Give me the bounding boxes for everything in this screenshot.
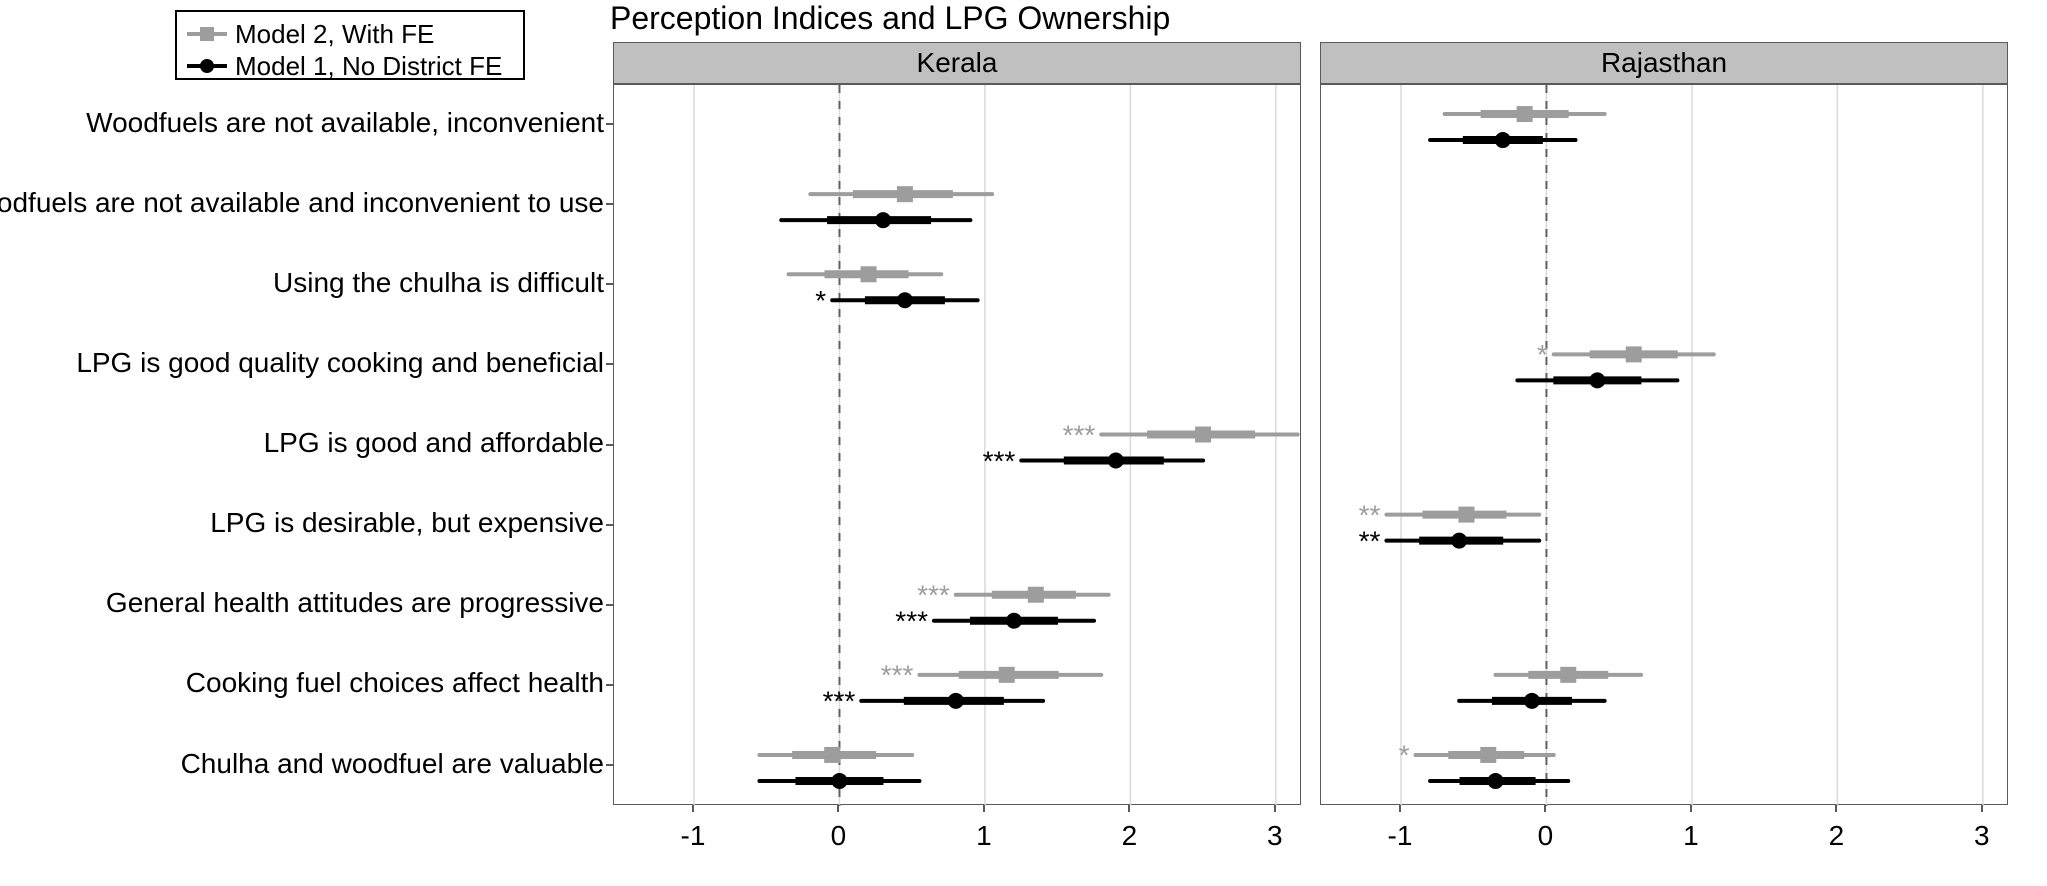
- point-square: [1458, 507, 1474, 523]
- point-square: [1195, 427, 1211, 443]
- circle-icon: [200, 59, 214, 73]
- y-tick-label: LPG is good quality cooking and benefici…: [76, 347, 604, 379]
- point-circle: [1006, 613, 1022, 629]
- point-square: [824, 747, 840, 763]
- y-tick-mark: [606, 444, 613, 446]
- y-tick-mark: [606, 283, 613, 285]
- legend-label: Model 2, With FE: [235, 19, 434, 50]
- legend-label: Model 1, No District FE: [235, 51, 502, 82]
- sig-label: ***: [881, 660, 914, 691]
- point-circle: [875, 212, 891, 228]
- y-tick-mark: [606, 764, 613, 766]
- legend-item: Model 2, With FE: [187, 18, 511, 50]
- y-tick-mark: [606, 203, 613, 205]
- x-tick-mark: [837, 805, 839, 812]
- y-tick-label: LPG is desirable, but expensive: [210, 507, 604, 539]
- sig-label: ***: [895, 606, 928, 637]
- panel-rajasthan-svg: ******: [1321, 85, 2009, 806]
- y-tick-label: General health attitudes are progressive: [106, 587, 604, 619]
- point-circle: [831, 773, 847, 789]
- panel-kerala-svg: *******************: [614, 85, 1302, 806]
- facet-strip-rajasthan: Rajasthan: [1320, 42, 2008, 84]
- point-circle: [1488, 773, 1504, 789]
- facet-label: Kerala: [917, 47, 998, 79]
- x-tick-mark: [1981, 805, 1983, 812]
- point-circle: [1589, 372, 1605, 388]
- x-tick-mark: [1128, 805, 1130, 812]
- legend: Model 2, With FE Model 1, No District FE: [175, 10, 525, 80]
- point-square: [861, 266, 877, 282]
- x-tick-label: 3: [1952, 820, 2012, 852]
- point-circle: [1495, 132, 1511, 148]
- y-tick-label: Cooking fuel choices affect health: [186, 667, 604, 699]
- sig-label: *: [815, 285, 826, 316]
- x-tick-label: -1: [1370, 820, 1430, 852]
- sig-label: ***: [983, 445, 1016, 476]
- x-tick-mark: [1690, 805, 1692, 812]
- facet-strip-kerala: Kerala: [613, 42, 1301, 84]
- sig-label: *: [1537, 339, 1548, 370]
- point-square: [1028, 587, 1044, 603]
- point-square: [1626, 346, 1642, 362]
- x-tick-label: 0: [1515, 820, 1575, 852]
- point-square: [1517, 106, 1533, 122]
- point-square: [999, 667, 1015, 683]
- facet-label: Rajasthan: [1601, 47, 1727, 79]
- x-tick-label: 3: [1245, 820, 1305, 852]
- panel-kerala: *******************: [613, 84, 1301, 805]
- x-tick-label: 0: [808, 820, 868, 852]
- point-circle: [948, 693, 964, 709]
- x-tick-mark: [1399, 805, 1401, 812]
- x-tick-label: 1: [1661, 820, 1721, 852]
- point-circle: [1451, 533, 1467, 549]
- square-icon: [200, 27, 214, 41]
- y-tick-mark: [606, 604, 613, 606]
- sig-label: *: [1399, 740, 1410, 771]
- panel-rajasthan: ******: [1320, 84, 2008, 805]
- point-circle: [1108, 453, 1124, 469]
- point-square: [897, 186, 913, 202]
- y-tick-label: Woodfuels are not available, inconvenien…: [86, 107, 604, 139]
- point-circle: [1524, 693, 1540, 709]
- chart-title: Perception Indices and LPG Ownership: [610, 0, 1170, 37]
- x-tick-label: 1: [954, 820, 1014, 852]
- x-tick-mark: [983, 805, 985, 812]
- y-tick-mark: [606, 363, 613, 365]
- x-tick-mark: [1274, 805, 1276, 812]
- y-tick-mark: [606, 123, 613, 125]
- sig-label: ***: [823, 686, 856, 717]
- point-circle: [897, 292, 913, 308]
- legend-swatch-model2: [187, 22, 227, 46]
- y-tick-mark: [606, 684, 613, 686]
- x-tick-mark: [1835, 805, 1837, 812]
- y-tick-label: LPG is good and affordable: [264, 427, 604, 459]
- y-tick-label: Woodfuels are not available and inconven…: [0, 187, 604, 219]
- legend-item: Model 1, No District FE: [187, 50, 511, 82]
- x-tick-label: 2: [1806, 820, 1866, 852]
- x-tick-label: 2: [1099, 820, 1159, 852]
- legend-swatch-model1: [187, 54, 227, 78]
- x-tick-mark: [692, 805, 694, 812]
- x-tick-mark: [1544, 805, 1546, 812]
- y-tick-label: Chulha and woodfuel are valuable: [181, 748, 604, 780]
- point-square: [1560, 667, 1576, 683]
- sig-label: ***: [1063, 419, 1096, 450]
- y-tick-mark: [606, 524, 613, 526]
- x-tick-label: -1: [663, 820, 723, 852]
- point-square: [1480, 747, 1496, 763]
- y-tick-label: Using the chulha is difficult: [273, 267, 604, 299]
- sig-label: **: [1359, 525, 1381, 556]
- chart-root: Perception Indices and LPG Ownership Mod…: [0, 0, 2047, 886]
